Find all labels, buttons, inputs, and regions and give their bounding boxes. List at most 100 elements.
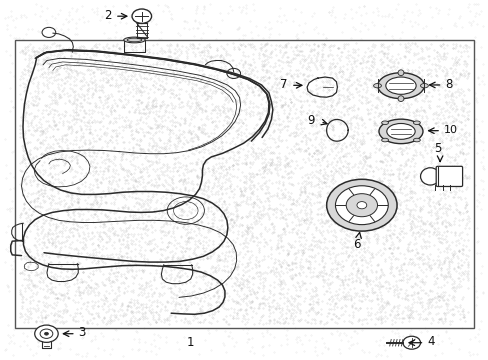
Point	[240, 116, 248, 122]
Point	[184, 80, 192, 85]
Point	[200, 206, 207, 211]
Point	[255, 248, 263, 253]
Point	[106, 64, 114, 69]
Point	[299, 247, 306, 253]
Point	[182, 201, 190, 207]
Point	[287, 266, 295, 271]
Point	[110, 50, 118, 56]
Point	[453, 87, 461, 93]
Point	[406, 120, 414, 126]
Point	[206, 208, 214, 214]
Point	[224, 107, 231, 113]
Point	[205, 224, 213, 230]
Point	[256, 129, 264, 134]
Point	[286, 314, 294, 319]
Point	[238, 285, 245, 291]
Point	[389, 63, 397, 69]
Point	[48, 216, 56, 221]
Point	[142, 103, 150, 109]
Point	[376, 283, 384, 289]
Point	[18, 249, 26, 255]
Point	[355, 88, 363, 94]
Point	[285, 78, 292, 84]
Point	[427, 222, 434, 228]
Point	[377, 195, 385, 201]
Point	[370, 311, 378, 316]
Point	[244, 316, 251, 322]
Point	[179, 225, 186, 230]
Point	[282, 220, 290, 226]
Point	[246, 291, 254, 297]
Point	[430, 144, 438, 149]
Point	[344, 272, 352, 278]
Point	[145, 204, 153, 210]
Point	[259, 275, 266, 281]
Point	[446, 80, 453, 85]
Point	[199, 141, 206, 147]
Point	[268, 99, 276, 105]
Point	[363, 309, 371, 314]
Point	[434, 297, 442, 303]
Point	[56, 220, 63, 226]
Point	[118, 153, 126, 159]
Point	[427, 302, 435, 308]
Point	[156, 137, 163, 143]
Point	[320, 263, 327, 269]
Point	[81, 331, 88, 337]
Point	[391, 214, 399, 220]
Point	[178, 293, 186, 299]
Point	[249, 182, 257, 188]
Point	[76, 176, 83, 182]
Point	[112, 140, 120, 146]
Point	[179, 179, 186, 185]
Point	[169, 266, 177, 272]
Point	[34, 298, 42, 304]
Point	[26, 219, 34, 225]
Point	[478, 93, 486, 98]
Point	[275, 319, 283, 325]
Point	[284, 189, 291, 194]
Point	[293, 51, 301, 57]
Point	[453, 194, 461, 200]
Point	[32, 127, 40, 132]
Point	[444, 220, 451, 226]
Point	[220, 133, 228, 139]
Point	[420, 158, 427, 164]
Point	[377, 90, 385, 95]
Point	[148, 82, 156, 88]
Point	[38, 190, 46, 196]
Point	[341, 41, 349, 47]
Point	[294, 317, 302, 323]
Point	[331, 117, 339, 123]
Point	[411, 67, 419, 73]
Point	[235, 306, 243, 312]
Point	[257, 74, 264, 80]
Point	[27, 287, 35, 292]
Point	[179, 162, 187, 168]
Point	[301, 217, 309, 222]
Point	[132, 53, 140, 59]
Point	[376, 223, 384, 229]
Point	[357, 347, 365, 352]
Point	[232, 120, 240, 125]
Point	[249, 305, 257, 311]
Point	[304, 264, 311, 270]
Point	[165, 164, 173, 170]
Point	[385, 101, 392, 107]
Point	[473, 74, 481, 80]
Point	[310, 162, 318, 168]
Point	[352, 216, 360, 222]
Point	[295, 94, 303, 99]
Point	[347, 82, 355, 88]
Point	[135, 337, 142, 342]
Point	[464, 4, 471, 10]
Point	[386, 104, 394, 110]
Point	[105, 192, 113, 197]
Point	[334, 45, 342, 51]
Point	[260, 167, 268, 173]
Point	[371, 86, 379, 92]
Point	[35, 167, 43, 173]
Point	[135, 201, 142, 207]
Point	[193, 268, 201, 274]
Point	[200, 149, 208, 155]
